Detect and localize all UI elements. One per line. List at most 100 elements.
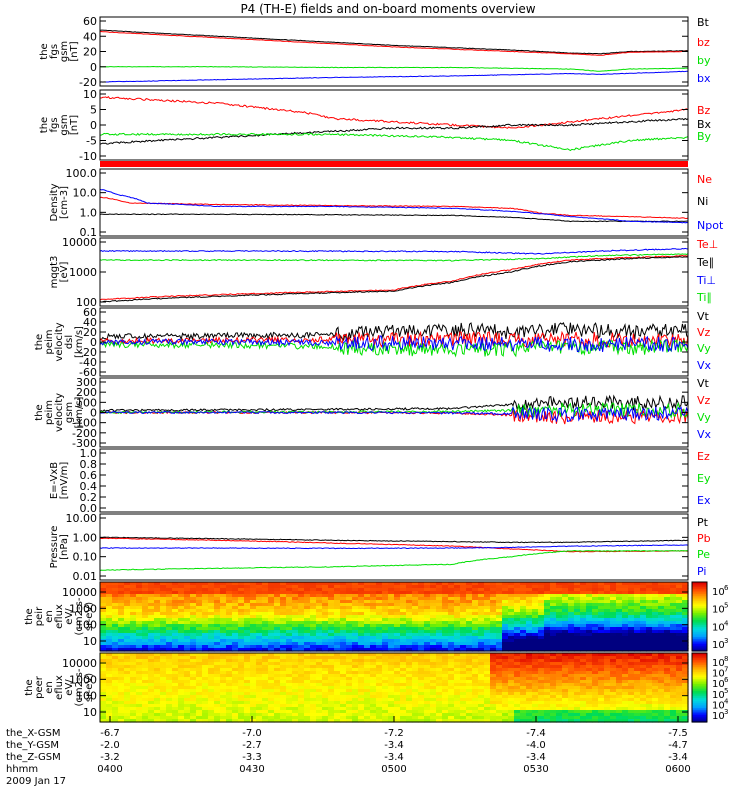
y-label-line: eV/ [64,679,75,696]
time-axis-value: -6.7 [100,728,120,739]
legend-vt: Vt [697,310,710,323]
heatmap-cells [100,582,689,652]
legend-by: By [697,130,712,143]
series-line-1 [99,537,688,553]
y-axis-label: the peir en eflux eV/(cm2-s-sr-eV) [24,597,95,635]
time-axis-value: 0430 [239,764,264,775]
legend-ne: Ne [697,173,712,186]
y-label-line: the [34,404,45,420]
series-line-0 [99,536,689,544]
y-axis-label: Density [cm-3] [49,183,70,221]
series-line-2 [99,338,689,358]
time-axis-row-label: the_Z-GSM [6,752,61,763]
y-tick-label: 100.0 [66,167,98,180]
y-tick-label: 0.4 [80,480,98,493]
y-label-line: fgs [49,44,60,59]
time-axis-value: -7.5 [668,728,688,739]
y-label-line: [nPa] [59,534,70,560]
time-axis-row-label: the_Y-GSM [6,740,59,751]
colorbar-tick-exponent: 6 [724,676,729,684]
y-label-line: sr-eV) [84,673,95,702]
y-tick-label: 10.00 [66,512,98,525]
y-tick-label: 1.0 [80,206,98,219]
colorbar-tick-label: 10 [712,640,725,651]
y-label-line: [eV] [59,262,70,283]
legend-vz: Vz [697,394,711,407]
y-tick-label: 10 [83,88,97,101]
legend-bz: Bz [697,104,711,117]
y-axis-label: Pressure [nPa] [49,526,70,569]
series-line-3 [99,335,689,353]
legend-ti∥: Ti∥ [696,291,712,304]
date-label: 2009 Jan 17 [6,776,66,787]
series-line-2 [99,188,689,224]
series-line-0 [99,322,689,342]
y-label-line: [nT] [69,115,80,135]
y-tick-label: 20 [83,326,97,339]
series-line-3 [99,544,689,550]
y-label-line: mqgt3 [49,256,60,289]
y-tick-label: -5 [86,135,97,148]
time-axis-value: 0530 [523,764,548,775]
colorbar-tick-exponent: 7 [724,666,728,674]
y-tick-label: -60 [79,366,97,379]
y-tick-label: 100 [76,619,97,632]
colorbar-tick-label: 10 [712,622,725,633]
y-tick-label: 0.2 [80,491,98,504]
y-tick-label: 1000 [69,673,97,686]
y-label-line: sr-eV) [84,602,95,631]
y-label-line: eflux [54,675,65,700]
y-tick-label: -300 [72,437,97,450]
time-axis-value: 0600 [665,764,690,775]
y-tick-label: 10000 [62,586,97,599]
time-axis-value: -2.7 [242,740,262,751]
y-label-line: en [44,681,55,694]
series-line-3 [99,253,689,262]
y-label-line: velocity [54,393,65,432]
legend-bx: bx [697,72,711,85]
legend-vt: Vt [697,377,710,390]
legend-vy: Vy [697,342,711,355]
y-label-line: gsm [59,114,70,135]
colorbar-tick-exponent: 4 [724,619,729,627]
series-line-2 [99,65,689,72]
y-tick-label: 10 [83,635,97,648]
colorbar-tick-label: 10 [712,711,725,722]
legend-vx: Vx [697,428,712,441]
figure-title: P4 (TH-E) fields and on-board moments ov… [240,2,535,16]
series-line-2 [99,247,689,255]
legend-ez: Ez [697,450,710,463]
y-tick-label: -40 [79,356,97,369]
y-label-line: peim [44,329,55,354]
legend-by: by [697,54,711,67]
y-axis-label: the peer en eflux eV/(cm2-s-sr-eV) [24,668,95,706]
legend-pb: Pb [697,532,711,545]
y-label-line: peer [34,675,45,699]
y-axis-label: the fgs gsm [nT] [39,114,80,135]
series-line-0 [99,254,689,301]
y-axis-label: the fgs gsm [nT] [39,41,80,62]
legend-ex: Ex [697,494,711,507]
legend-pe: Pe [697,548,710,561]
y-label-line: [mV/m] [59,462,70,500]
y-label-line: the [24,679,35,695]
panel-frame [99,448,689,513]
y-label-line: peim [44,400,55,425]
y-axis-label: the peim velocity gsm [km/s] [34,393,85,432]
y-tick-label: 1000 [69,266,97,279]
panel-frame [99,89,689,161]
time-axis-value: -7.0 [242,728,262,739]
colorbar-tick-exponent: 5 [724,687,728,695]
y-label-line: [km/s] [74,326,85,358]
time-axis-value: -4.7 [668,740,688,751]
y-tick-label: 0.0 [80,502,98,515]
y-axis-label: E=-VxB [mV/m] [49,462,70,500]
heatmap-cells [100,653,689,723]
y-tick-label: 20 [83,46,97,59]
colorbar-tick-label: 10 [712,679,725,690]
y-label-line: velocity [54,322,65,361]
